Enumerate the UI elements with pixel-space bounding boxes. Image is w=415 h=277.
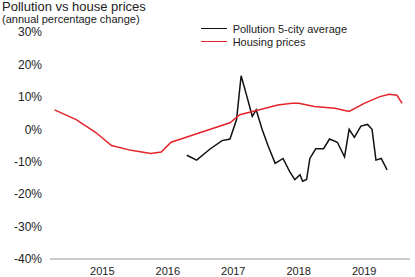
svg-text:10%: 10% [18,90,42,104]
html-text:Housing prices: Housing prices [232,35,306,48]
svg-text:-10%: -10% [14,155,42,169]
svg-text:2017: 2017 [221,265,245,277]
svg-text:-40%: -40% [14,252,42,266]
html-text:(annual percentage change): (annual percentage change) [2,13,140,25]
svg-text:2016: 2016 [156,265,180,277]
svg-text:2018: 2018 [286,265,310,277]
svg-text:-30%: -30% [14,220,42,234]
svg-text:30%: 30% [18,25,42,39]
svg-text:2015: 2015 [90,265,114,277]
svg-text:2019: 2019 [352,265,376,277]
svg-text:0%: 0% [25,123,43,137]
svg-text:20%: 20% [18,58,42,72]
html-text:Pollution vs house prices: Pollution vs house prices [2,0,146,14]
html-text:Pollution 5-city average: Pollution 5-city average [232,22,347,35]
svg-text:-20%: -20% [14,187,42,201]
